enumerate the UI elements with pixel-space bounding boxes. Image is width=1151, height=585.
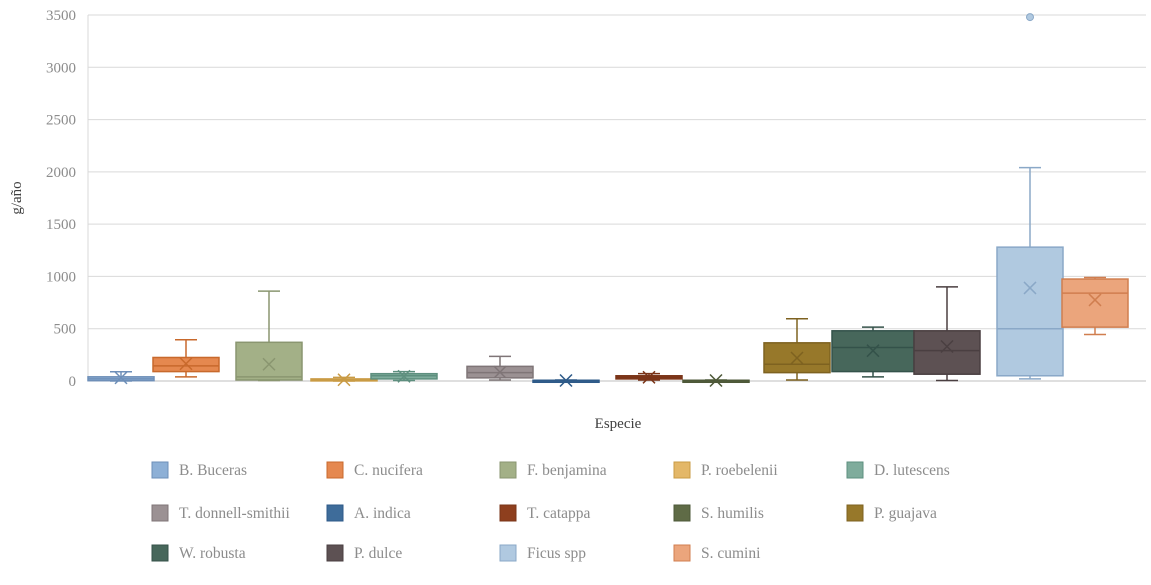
mean-marker [940, 339, 954, 354]
legend-swatch [673, 504, 691, 522]
y-tick-label: 3500 [46, 8, 76, 24]
mean-marker [866, 344, 880, 358]
iqr-box [235, 341, 303, 381]
legend-item: P. dulce [326, 544, 402, 562]
y-tick-label: 1000 [46, 269, 76, 285]
legend-item: F. benjamina [499, 461, 607, 479]
legend-label: Ficus spp [527, 545, 586, 562]
legend-item: Ficus spp [499, 544, 586, 562]
mean-marker [179, 357, 193, 371]
legend-label: A. indica [354, 505, 411, 522]
mean-marker [262, 357, 276, 371]
legend-swatch [499, 461, 517, 479]
box-d-lutescens [370, 369, 438, 383]
legend-label: W. robusta [179, 545, 246, 562]
legend-label: T. catappa [527, 505, 591, 522]
outlier-point [1026, 13, 1034, 22]
legend-label: F. benjamina [527, 462, 607, 479]
legend-label: S. cumini [701, 545, 761, 562]
legend-label: D. lutescens [874, 462, 950, 479]
gridlines [87, 14, 1146, 382]
y-axis-title: g/año [9, 181, 25, 214]
legend-swatch [151, 461, 169, 479]
box-c-nucifera [152, 338, 220, 378]
legend-label: C. nucifera [354, 462, 423, 479]
box-t-donnell-smithii [466, 355, 534, 381]
box-series [87, 13, 1129, 388]
legend-item: A. indica [326, 504, 411, 522]
mean-marker [642, 370, 656, 384]
box-p-dulce [913, 286, 981, 382]
legend-swatch [846, 461, 864, 479]
legend-label: S. humilis [701, 505, 764, 522]
mean-marker [397, 369, 411, 383]
legend-label: P. dulce [354, 545, 402, 562]
mean-marker [1023, 281, 1037, 295]
legend-swatch [326, 504, 344, 522]
legend-item: C. nucifera [326, 461, 423, 479]
box-s-humilis [682, 373, 750, 388]
mean-marker [337, 373, 351, 387]
box-s-cumini [1061, 276, 1129, 336]
legend-label: P. guajava [874, 505, 937, 522]
mean-marker [790, 351, 804, 365]
legend-item: S. humilis [673, 504, 764, 522]
box-p-guajava [763, 318, 831, 381]
y-tick-label: 1500 [46, 217, 76, 233]
legend-label: T. donnell-smithii [179, 505, 290, 522]
legend-swatch [499, 544, 517, 562]
box-f-benjamina [235, 290, 303, 382]
box-b-buceras [87, 371, 155, 385]
box-w-robusta [831, 326, 915, 378]
legend: B. Buceras C. nucifera F. benjamina P. roeb… [151, 461, 950, 562]
legend-swatch [846, 504, 864, 522]
iqr-box [996, 246, 1064, 377]
y-tick-label: 2500 [46, 113, 76, 129]
legend-item: T. catappa [499, 504, 591, 522]
box-ficus-spp [996, 13, 1064, 380]
legend-swatch [499, 504, 517, 522]
legend-item: S. cumini [673, 544, 761, 562]
legend-swatch [673, 544, 691, 562]
iqr-box [913, 330, 981, 375]
mean-marker [1088, 293, 1102, 307]
box-a-indica [532, 373, 600, 388]
iqr-box [1061, 278, 1129, 328]
mean-marker [709, 373, 723, 388]
legend-label: P. roebelenii [701, 462, 778, 479]
mean-marker [114, 371, 128, 385]
legend-item: T. donnell-smithii [151, 504, 290, 522]
legend-swatch [151, 544, 169, 562]
legend-item: P. roebelenii [673, 461, 778, 479]
legend-swatch [326, 461, 344, 479]
legend-label: B. Buceras [179, 462, 247, 479]
legend-item: B. Buceras [151, 461, 247, 479]
legend-item: D. lutescens [846, 461, 950, 479]
mean-marker [493, 365, 507, 379]
legend-swatch [326, 544, 344, 562]
legend-item: P. guajava [846, 504, 937, 522]
y-tick-label: 3000 [46, 60, 76, 76]
y-tick-label: 2000 [46, 165, 76, 181]
mean-marker [559, 373, 573, 388]
y-tick-label: 500 [54, 322, 77, 338]
x-axis-title: Especie [595, 416, 642, 432]
legend-swatch [151, 504, 169, 522]
y-tick-label: 0 [69, 374, 77, 390]
box-p-roebelenii [310, 373, 378, 387]
legend-item: W. robusta [151, 544, 246, 562]
legend-swatch [673, 461, 691, 479]
y-axis-ticks: 0 500 1000 1500 2000 2500 3000 3500 [46, 8, 76, 390]
box-t-catappa [615, 370, 683, 384]
